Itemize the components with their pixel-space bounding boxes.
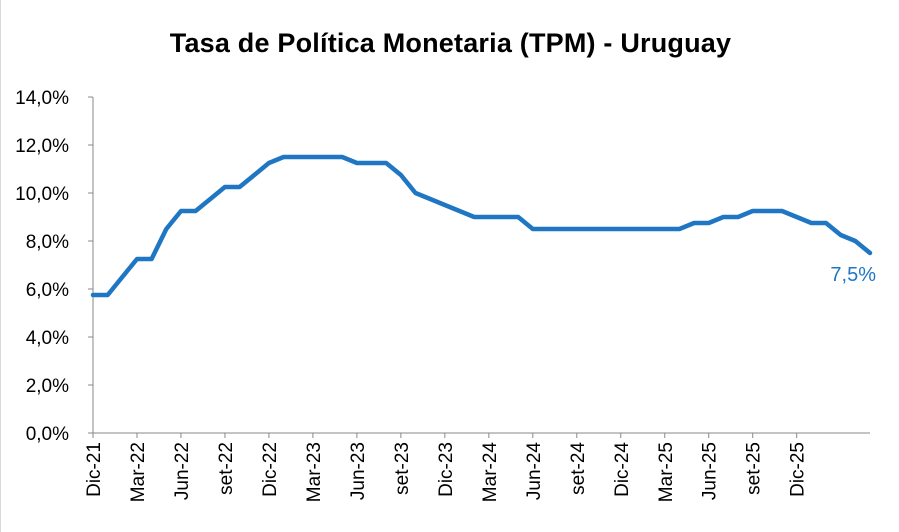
- x-tick-label: Jun-23: [348, 442, 369, 500]
- x-tick-label: Dic-24: [612, 442, 633, 497]
- x-tick-label: Dic-22: [260, 442, 281, 497]
- x-tick-label: Dic-23: [436, 442, 457, 497]
- y-tick-label: 0,0%: [26, 424, 69, 445]
- x-tick-label: Mar-24: [480, 442, 501, 503]
- y-tick-label: 8,0%: [26, 232, 69, 253]
- y-tick-label: 12,0%: [15, 136, 69, 157]
- x-tick-label: set-22: [216, 442, 237, 495]
- chart-title: Tasa de Política Monetaria (TPM) - Urugu…: [169, 28, 732, 58]
- x-tick-label: Jun-25: [700, 442, 721, 500]
- series-line-tpm: [90, 154, 873, 298]
- last-value-label: 7,5%: [830, 264, 876, 286]
- y-tick-label: 4,0%: [26, 328, 69, 349]
- x-tick-label: set-25: [744, 442, 765, 495]
- x-tick-label: Mar-25: [656, 442, 677, 502]
- y-tick-label: 2,0%: [26, 376, 69, 397]
- x-tick-label: Jun-22: [172, 442, 193, 500]
- x-tick-label: Dic-25: [788, 442, 809, 497]
- y-tick-label: 6,0%: [26, 280, 69, 301]
- x-tick-label: set-24: [568, 442, 589, 495]
- y-tick-label: 10,0%: [15, 184, 69, 205]
- x-tick-label: set-23: [392, 442, 413, 495]
- x-tick-label: Jun-24: [524, 442, 545, 501]
- x-tick-label: Dic-21: [84, 442, 105, 497]
- x-tick-label: Mar-23: [304, 442, 325, 502]
- x-tick-label: Mar-22: [128, 442, 149, 502]
- y-tick-label: 14,0%: [15, 88, 69, 109]
